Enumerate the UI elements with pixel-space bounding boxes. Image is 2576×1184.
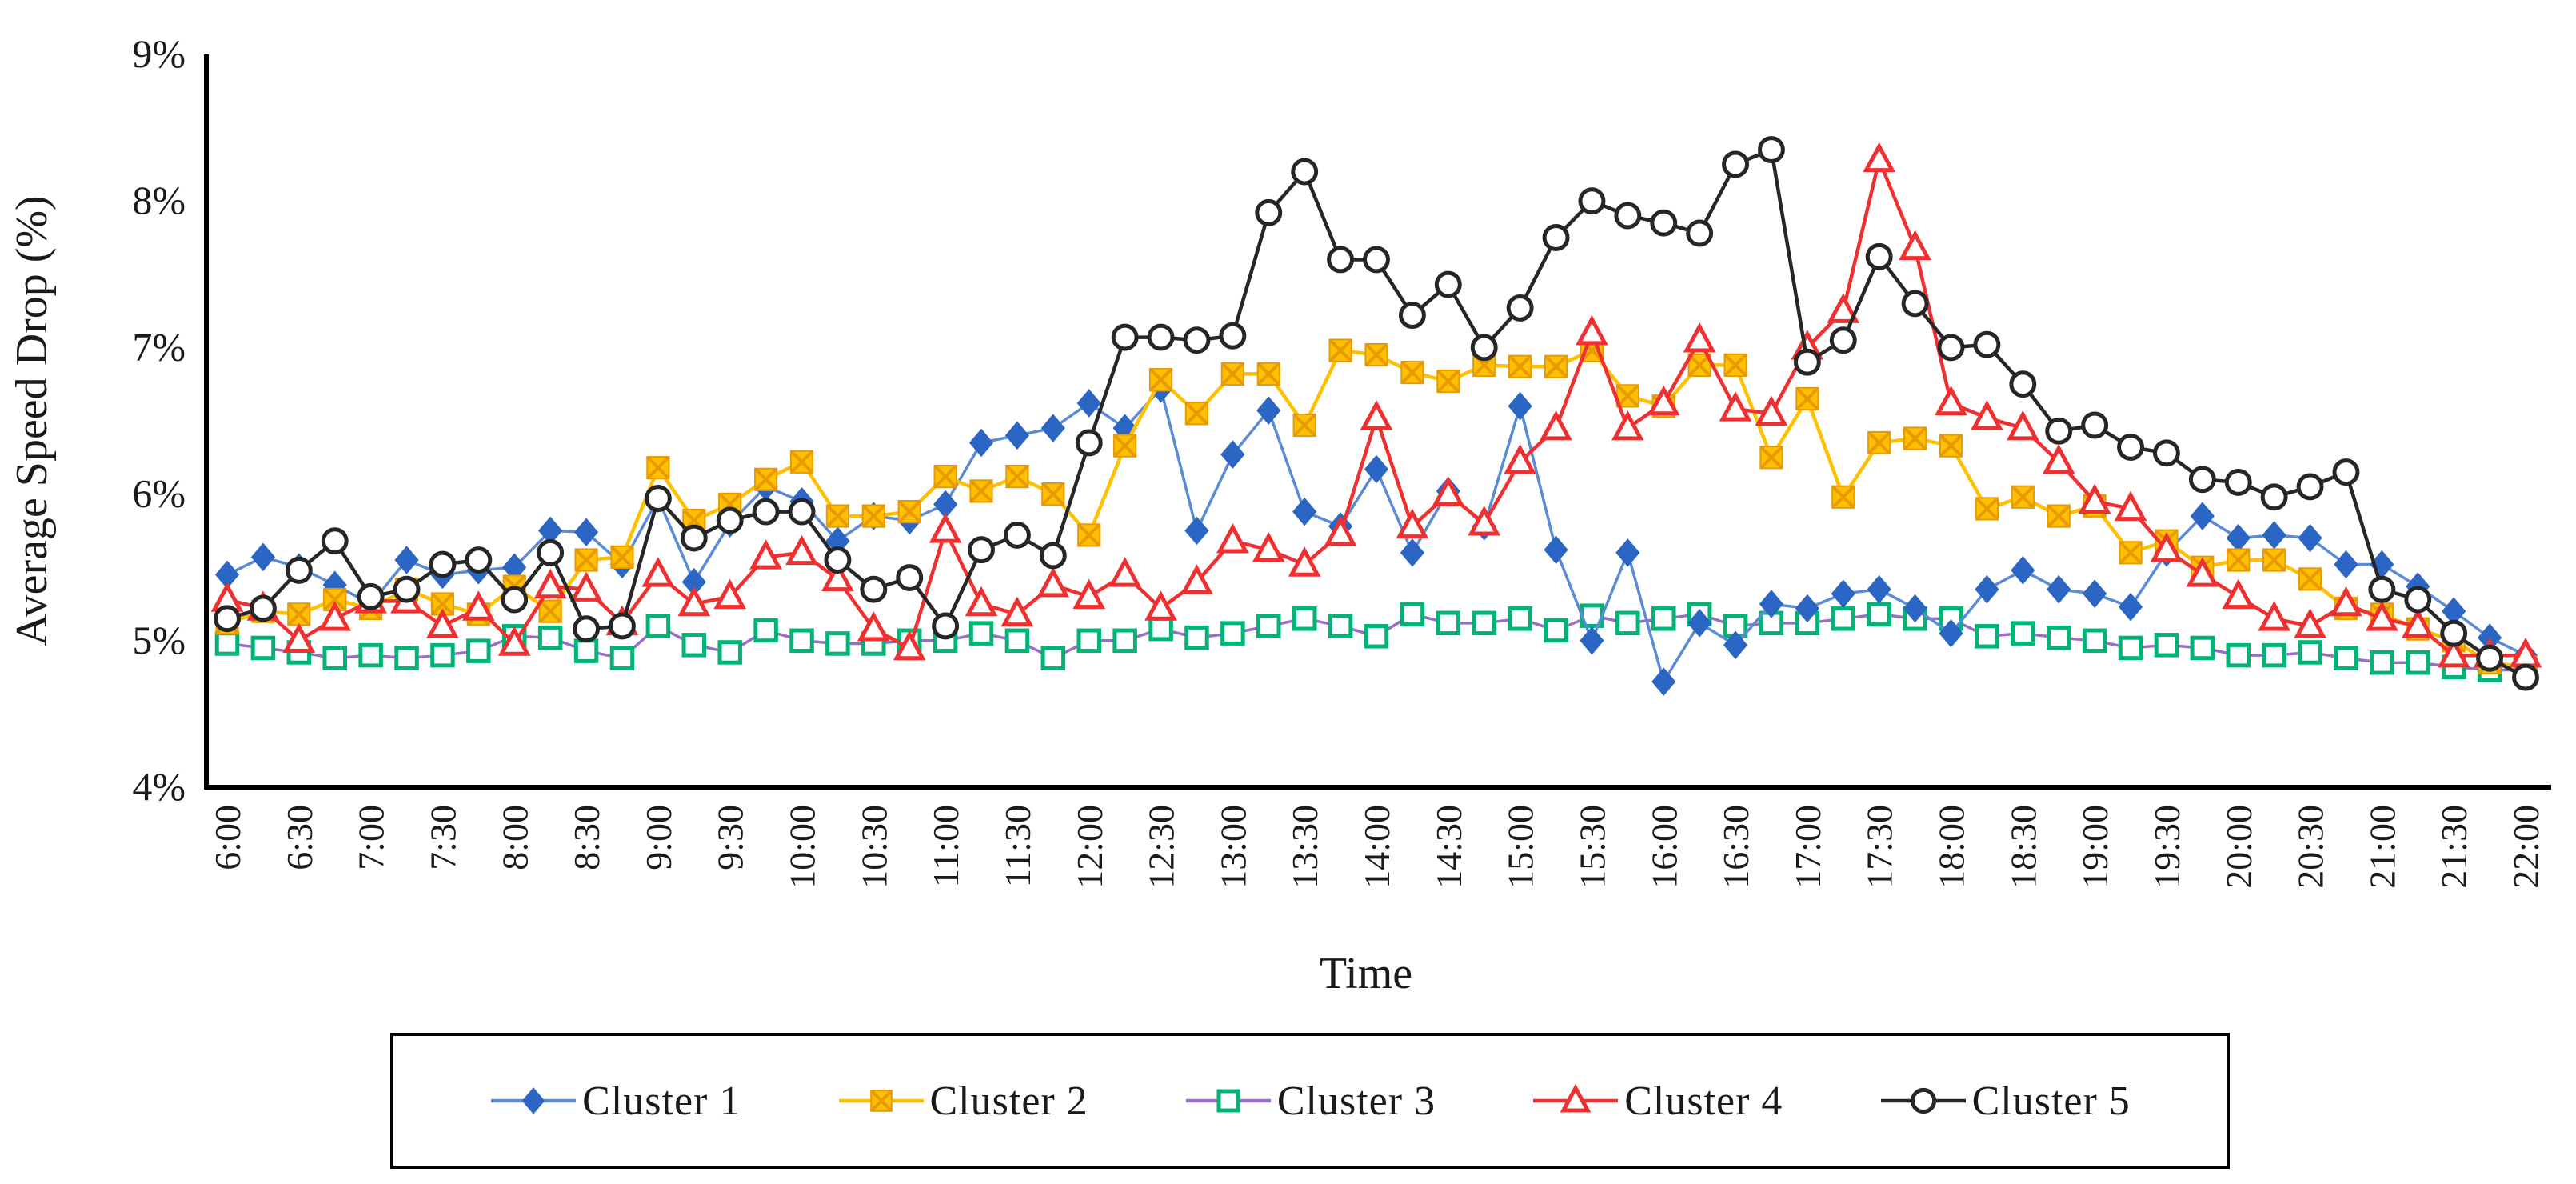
legend-item-cluster-3: Cluster 3 xyxy=(1184,1077,1436,1125)
y-tick-label: 8% xyxy=(132,178,186,222)
x-tick-label: 22:00 xyxy=(2506,805,2546,889)
x-tick-label: 6:30 xyxy=(279,805,320,870)
legend-item-cluster-1: Cluster 1 xyxy=(489,1077,741,1125)
legend-item-cluster-2: Cluster 2 xyxy=(837,1077,1088,1125)
x-tick-label: 21:00 xyxy=(2362,805,2402,889)
x-tick-label: 16:30 xyxy=(1715,805,1756,889)
x-tick-label: 18:00 xyxy=(1931,805,1972,889)
x-tick-label: 13:30 xyxy=(1284,805,1325,889)
square-open-icon xyxy=(1185,1089,1271,1113)
x-tick-label: 15:30 xyxy=(1572,805,1612,889)
x-tick-label: 15:00 xyxy=(1500,805,1541,889)
x-tick-labels: 6:00 6:30 7:00 7:30 8:00 8:30 9:00 9:30 10:00 10:… xyxy=(207,805,2546,889)
y-tick-labels: 4% 5% 6% 7% 8% 9% xyxy=(132,31,186,809)
x-tick-label: 14:30 xyxy=(1428,805,1469,889)
x-tick-label: 16:00 xyxy=(1643,805,1684,889)
x-tick-label: 11:30 xyxy=(997,805,1038,887)
triangle-open-icon xyxy=(1533,1083,1619,1113)
x-tick-label: 9:30 xyxy=(710,805,751,870)
series-cluster-3 xyxy=(214,602,2538,682)
x-square-icon xyxy=(838,1090,924,1112)
legend-item-cluster-4: Cluster 4 xyxy=(1532,1077,1783,1125)
series-cluster-4 xyxy=(210,142,2542,668)
x-tick-label: 6:00 xyxy=(207,805,248,870)
x-tick-label: 17:30 xyxy=(1859,805,1900,889)
x-tick-label: 8:30 xyxy=(566,805,607,870)
axes xyxy=(204,54,2551,790)
series-cluster-5 xyxy=(214,136,2539,691)
x-tick-label: 9:00 xyxy=(638,805,679,870)
x-tick-label: 7:00 xyxy=(351,805,392,870)
y-tick-label: 7% xyxy=(132,324,186,369)
y-tick-label: 5% xyxy=(132,618,186,662)
x-tick-label: 19:00 xyxy=(2075,805,2115,889)
legend-label: Cluster 4 xyxy=(1624,1078,1783,1124)
x-tick-label: 13:00 xyxy=(1212,805,1253,889)
x-axis-title: Time xyxy=(1320,949,1412,998)
y-tick-label: 9% xyxy=(132,31,186,76)
y-tick-label: 6% xyxy=(132,471,186,516)
x-tick-label: 11:00 xyxy=(925,805,966,887)
y-tick-label: 4% xyxy=(132,764,186,809)
legend: Cluster 1 Cluster 2 Cluster 3 Cluster 4 Clus… xyxy=(390,1033,2230,1169)
legend-label: Cluster 3 xyxy=(1276,1078,1436,1124)
x-tick-label: 10:00 xyxy=(782,805,823,889)
legend-label: Cluster 1 xyxy=(582,1078,741,1124)
x-tick-label: 10:30 xyxy=(853,805,894,889)
x-tick-label: 12:00 xyxy=(1069,805,1110,889)
x-tick-label: 17:00 xyxy=(1787,805,1828,889)
legend-label: Cluster 2 xyxy=(929,1078,1088,1124)
x-tick-label: 8:00 xyxy=(494,805,535,870)
x-tick-label: 14:00 xyxy=(1356,805,1397,889)
x-tick-label: 21:30 xyxy=(2434,805,2474,889)
y-axis-title: Average Speed Drop (%) xyxy=(7,195,57,646)
x-tick-label: 12:30 xyxy=(1141,805,1182,889)
x-tick-label: 18:30 xyxy=(2003,805,2043,889)
x-tick-label: 20:00 xyxy=(2219,805,2259,889)
legend-label: Cluster 5 xyxy=(1971,1078,2131,1124)
x-tick-label: 19:30 xyxy=(2147,805,2187,889)
circle-open-icon xyxy=(1880,1087,1966,1114)
diamond-filled-icon xyxy=(491,1087,577,1114)
x-tick-label: 7:30 xyxy=(422,805,463,870)
legend-item-cluster-5: Cluster 5 xyxy=(1879,1077,2131,1125)
x-tick-label: 20:30 xyxy=(2290,805,2331,889)
